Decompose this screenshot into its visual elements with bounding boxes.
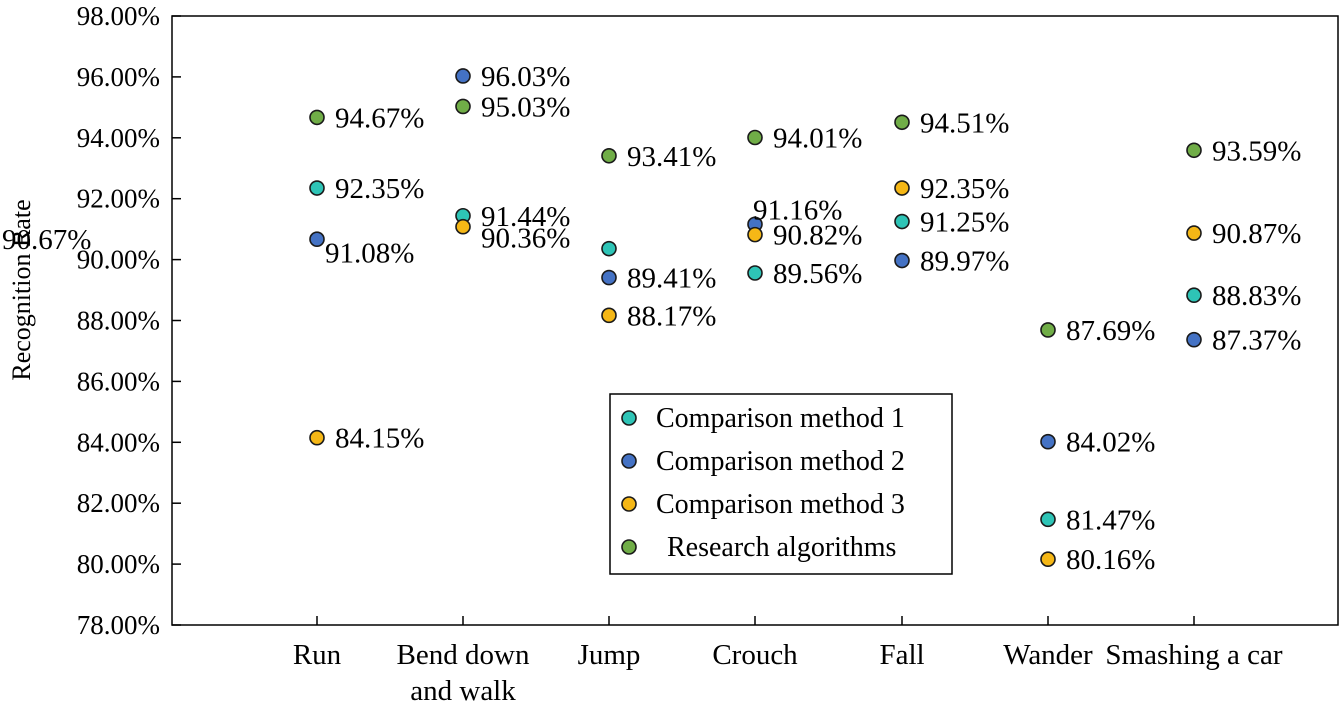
data-label: 90.87% xyxy=(1212,218,1301,250)
data-label: 84.15% xyxy=(335,423,424,455)
data-point xyxy=(747,129,763,146)
legend-marker xyxy=(621,539,637,555)
data-point xyxy=(601,147,617,164)
data-label: 90.36% xyxy=(481,223,570,255)
data-label: 90.82% xyxy=(773,220,862,252)
data-label: 94.51% xyxy=(920,107,1009,139)
data-point xyxy=(601,240,617,257)
data-point xyxy=(309,180,325,196)
x-category-label: Fall xyxy=(879,639,924,671)
data-point xyxy=(1186,331,1202,348)
data-point xyxy=(309,231,325,247)
data-label: 94.67% xyxy=(335,102,424,134)
data-point xyxy=(747,226,763,243)
y-tick-label: 78.00% xyxy=(77,610,160,640)
data-label: 91.16% xyxy=(753,194,842,226)
data-label: 81.47% xyxy=(1066,504,1155,536)
x-category-label: Run xyxy=(293,639,342,671)
y-tick-label: 92.00% xyxy=(77,184,160,214)
data-label: 92.35% xyxy=(920,173,1009,205)
data-point xyxy=(455,98,471,115)
data-label: 92.35% xyxy=(335,173,424,205)
data-label: 84.02% xyxy=(1066,427,1155,459)
x-category-label: Smashing a car xyxy=(1105,639,1283,671)
data-label: 87.69% xyxy=(1066,315,1155,347)
data-point xyxy=(894,114,910,131)
y-tick-label: 82.00% xyxy=(77,488,160,518)
data-label: 90.67% xyxy=(2,224,91,256)
data-point xyxy=(747,265,763,281)
x-category-label: Jump xyxy=(578,639,641,671)
legend-marker xyxy=(621,453,637,469)
data-label: 89.56% xyxy=(773,258,862,290)
data-point xyxy=(455,218,471,235)
data-point xyxy=(1040,433,1056,450)
x-category-label: Wander xyxy=(1003,639,1093,671)
data-point xyxy=(894,252,910,269)
legend-marker xyxy=(621,496,637,512)
data-point xyxy=(1186,225,1202,241)
data-points xyxy=(309,68,1202,568)
legend-label: Research algorithms xyxy=(667,532,896,563)
data-point xyxy=(1186,287,1202,304)
data-label: 80.16% xyxy=(1066,544,1155,576)
legend-label: Comparison method 2 xyxy=(656,446,905,477)
data-label: 91.25% xyxy=(920,207,1009,239)
data-label: 88.83% xyxy=(1212,280,1301,312)
y-axis-title: Recognition Rate xyxy=(7,199,36,380)
data-label: 94.01% xyxy=(773,122,862,154)
data-point xyxy=(601,307,617,324)
data-point xyxy=(894,180,910,196)
y-tick-label: 98.00% xyxy=(77,1,160,31)
y-tick-label: 80.00% xyxy=(77,549,160,579)
data-point xyxy=(1186,142,1202,159)
y-tick-label: 96.00% xyxy=(77,62,160,92)
y-tick-label: 84.00% xyxy=(77,427,160,457)
data-label: 96.03% xyxy=(481,61,570,93)
data-point xyxy=(601,269,617,286)
data-point xyxy=(1040,322,1056,338)
data-point xyxy=(894,213,910,230)
legend-box xyxy=(609,393,953,575)
x-category-label: Crouch xyxy=(712,639,798,671)
data-label: 89.97% xyxy=(920,246,1009,278)
legend-label: Comparison method 1 xyxy=(656,403,905,434)
data-point xyxy=(1040,511,1056,528)
legend-label: Comparison method 3 xyxy=(656,489,905,520)
legend: Comparison method 1 Comparison method 2 Co… xyxy=(609,393,953,575)
x-category-label: Bend down and walk xyxy=(397,639,530,707)
data-label: 88.17% xyxy=(627,300,716,332)
data-label: 89.41% xyxy=(627,263,716,295)
x-axis: Run Bend down and walk Jump Crouch Fall Wander… xyxy=(293,616,1283,707)
data-point xyxy=(309,109,325,126)
data-point xyxy=(455,68,471,84)
y-tick-label: 88.00% xyxy=(77,306,160,336)
data-label: 91.44% xyxy=(481,201,570,233)
data-point xyxy=(1040,551,1056,568)
data-label: 93.59% xyxy=(1212,135,1301,167)
data-label: 93.41% xyxy=(627,141,716,173)
y-tick-label: 94.00% xyxy=(77,123,160,153)
y-axis: 78.00% 80.00% 82.00% 84.00% 86.00% 88.00% 90.0… xyxy=(77,1,181,640)
data-labels: 92.35% 91.44%90.36% 89.56% 91.25% 81.47% 88.8… xyxy=(2,61,1301,576)
y-tick-label: 90.00% xyxy=(77,245,160,275)
data-label: 95.03% xyxy=(481,91,570,123)
data-label: 87.37% xyxy=(1212,325,1301,357)
legend-marker xyxy=(621,410,637,426)
data-point xyxy=(309,429,325,446)
data-label: 91.08% xyxy=(325,238,414,270)
y-tick-label: 86.00% xyxy=(77,366,160,396)
